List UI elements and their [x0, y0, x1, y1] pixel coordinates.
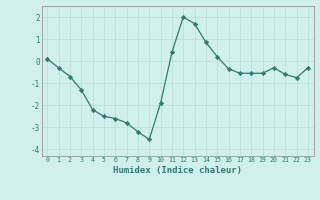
X-axis label: Humidex (Indice chaleur): Humidex (Indice chaleur) [113, 166, 242, 175]
